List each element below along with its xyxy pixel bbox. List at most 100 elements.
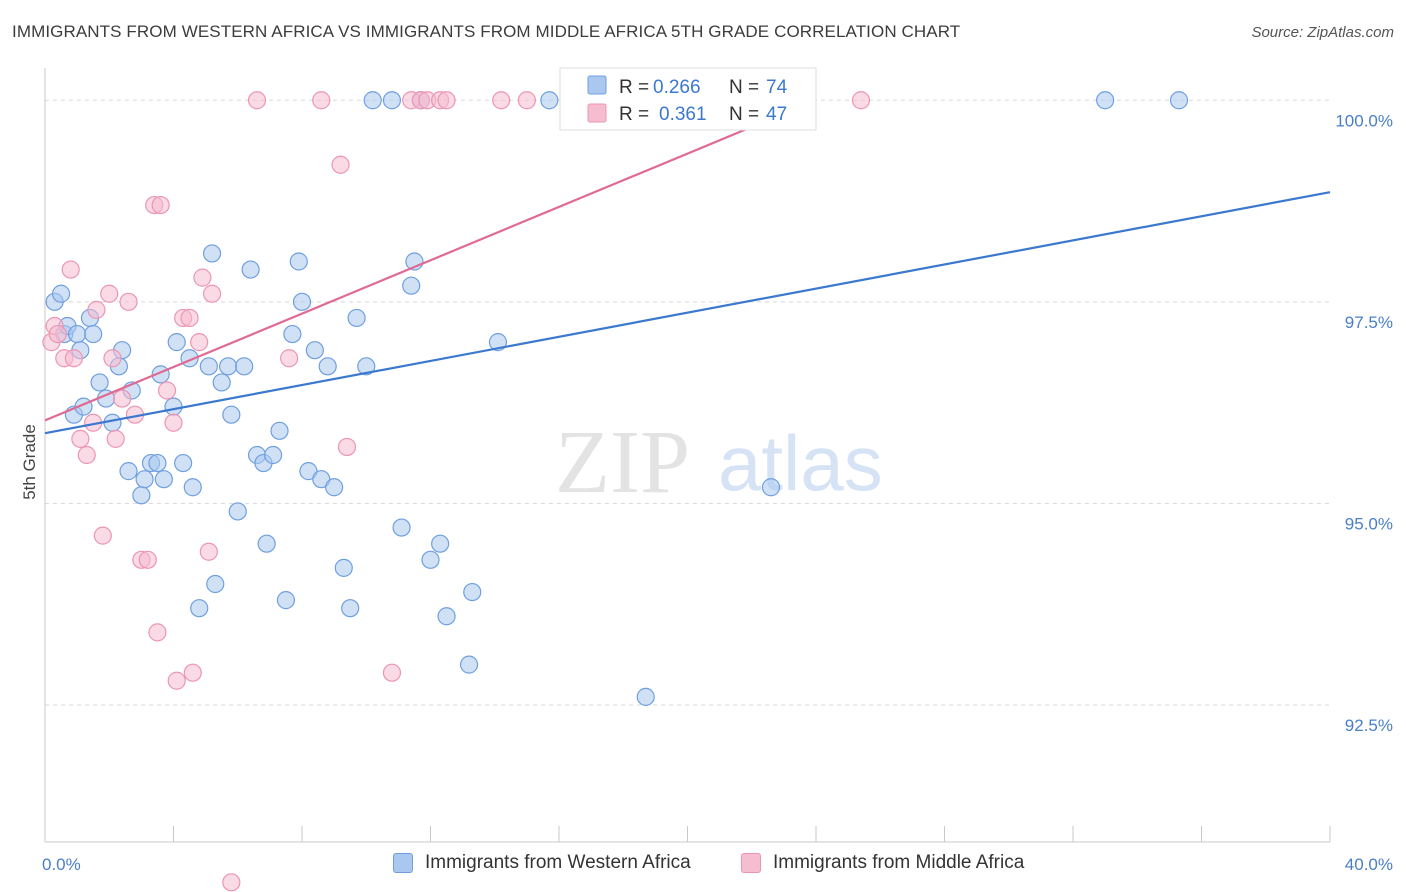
watermark: ZIP atlas — [555, 413, 883, 512]
point-s1-32 — [222, 873, 241, 892]
y-tick-label-3: 92.5% — [1345, 716, 1393, 735]
bottom-legend-swatch-blue — [393, 853, 413, 873]
point-s0-36 — [235, 357, 254, 376]
point-s1-43 — [437, 91, 456, 110]
point-s0-9 — [84, 324, 103, 344]
point-s1-4 — [61, 260, 80, 279]
point-s0-47 — [299, 462, 318, 481]
point-s0-70 — [636, 687, 655, 706]
point-s1-5 — [64, 349, 84, 368]
point-s0-59 — [402, 276, 421, 295]
point-s1-33 — [247, 91, 267, 110]
point-s0-17 — [132, 486, 151, 505]
point-s1-38 — [382, 663, 402, 682]
point-s0-25 — [174, 453, 193, 473]
point-s0-42 — [270, 421, 289, 440]
point-s0-35 — [228, 502, 247, 521]
point-s1-22 — [157, 381, 177, 400]
point-s0-46 — [292, 292, 312, 311]
point-s0-24 — [167, 333, 186, 352]
point-s0-51 — [325, 478, 344, 497]
point-s0-31 — [206, 574, 225, 594]
point-s1-35 — [312, 91, 331, 110]
point-s0-68 — [540, 91, 559, 110]
point-s0-52 — [334, 558, 353, 577]
watermark-atlas: atlas — [718, 419, 883, 507]
chart-source: Source: ZipAtlas.com — [1251, 24, 1394, 41]
point-s0-48 — [305, 341, 324, 360]
point-s1-2 — [48, 324, 67, 344]
point-s1-9 — [87, 300, 106, 319]
point-s1-23 — [164, 413, 183, 432]
point-s0-32 — [212, 373, 231, 392]
y-axis-label: 5th Grade — [20, 424, 39, 500]
bottom-legend-label-middle: Immigrants from Middle Africa — [773, 852, 1025, 873]
point-s1-26 — [180, 308, 199, 328]
bottom-legend-swatch-pink — [741, 853, 761, 873]
point-s0-15 — [119, 462, 138, 481]
point-s0-18 — [135, 470, 154, 489]
legend-n-value-1: 47 — [766, 104, 787, 125]
point-s0-30 — [202, 244, 222, 263]
point-s1-12 — [103, 349, 122, 368]
point-s0-64 — [437, 607, 456, 626]
point-s1-20 — [148, 623, 167, 642]
grid — [45, 99, 1330, 706]
point-s1-29 — [193, 268, 212, 287]
point-s0-20 — [148, 453, 167, 473]
point-s1-6 — [71, 429, 90, 448]
point-s0-63 — [431, 534, 450, 553]
point-s1-30 — [199, 542, 218, 561]
point-s0-73 — [1169, 91, 1189, 110]
point-s0-45 — [289, 252, 308, 271]
point-s0-55 — [357, 357, 376, 376]
point-s0-65 — [459, 655, 479, 674]
legend-swatch-blue — [587, 75, 607, 95]
point-s1-21 — [151, 195, 170, 215]
legend-n-value-0: 74 — [766, 77, 788, 98]
y-tick-label-1: 97.5% — [1345, 313, 1393, 332]
x-tick-label-1: 40.0% — [1345, 855, 1393, 874]
point-s0-27 — [183, 478, 202, 497]
point-s0-23 — [164, 397, 183, 416]
point-s0-66 — [463, 582, 482, 602]
point-s0-43 — [276, 591, 296, 610]
point-s1-46 — [851, 91, 871, 110]
bottom-legend-label-western: Immigrants from Western Africa — [425, 852, 691, 873]
trend-line-s1 — [44, 99, 817, 422]
point-s0-44 — [283, 324, 302, 344]
point-s0-50 — [318, 357, 337, 376]
point-s1-44 — [492, 91, 511, 110]
point-s0-54 — [347, 308, 366, 328]
legend-n-label-0: N = — [729, 77, 759, 98]
bottom-legend: Immigrants from Western Africa Immigrant… — [0, 852, 1406, 878]
legend-r-label-0: R = — [619, 77, 649, 98]
legend-r-value-0: 0.266 — [653, 77, 701, 98]
point-s1-13 — [106, 429, 125, 448]
y-tick-label-2: 95.0% — [1345, 514, 1393, 533]
x-tick-label-0: 0.0% — [42, 855, 81, 874]
point-s0-41 — [263, 445, 283, 465]
point-s0-57 — [382, 91, 402, 110]
point-s1-10 — [93, 526, 112, 545]
point-s0-56 — [363, 91, 382, 110]
legend-r-label-1: R = — [619, 104, 649, 125]
point-s0-72 — [1096, 91, 1115, 110]
legend-n-label-1: N = — [729, 104, 759, 125]
point-s1-11 — [100, 284, 119, 303]
point-s0-1 — [51, 284, 71, 303]
legend-r-value-1: 0.361 — [659, 104, 707, 125]
point-s0-34 — [222, 405, 241, 424]
point-s0-37 — [241, 260, 260, 279]
point-s0-71 — [761, 478, 781, 497]
point-s1-28 — [190, 333, 209, 352]
point-s0-49 — [312, 470, 331, 489]
point-s1-15 — [119, 292, 138, 311]
point-s1-14 — [112, 389, 132, 408]
trend-lines — [44, 99, 1331, 435]
point-s1-7 — [77, 445, 96, 465]
y-tick-label-0: 100.0% — [1335, 111, 1393, 130]
trend-line-s0 — [44, 191, 1331, 435]
legend: R = 0.266 N = 74 R = 0.361 N = 47 — [559, 67, 817, 131]
point-s0-22 — [154, 470, 173, 489]
